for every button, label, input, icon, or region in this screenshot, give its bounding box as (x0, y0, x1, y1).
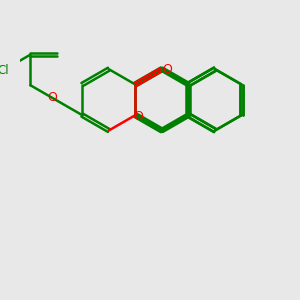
Text: O: O (162, 63, 172, 76)
Text: O: O (133, 110, 143, 123)
Text: Cl: Cl (0, 64, 10, 76)
Text: O: O (47, 91, 57, 104)
